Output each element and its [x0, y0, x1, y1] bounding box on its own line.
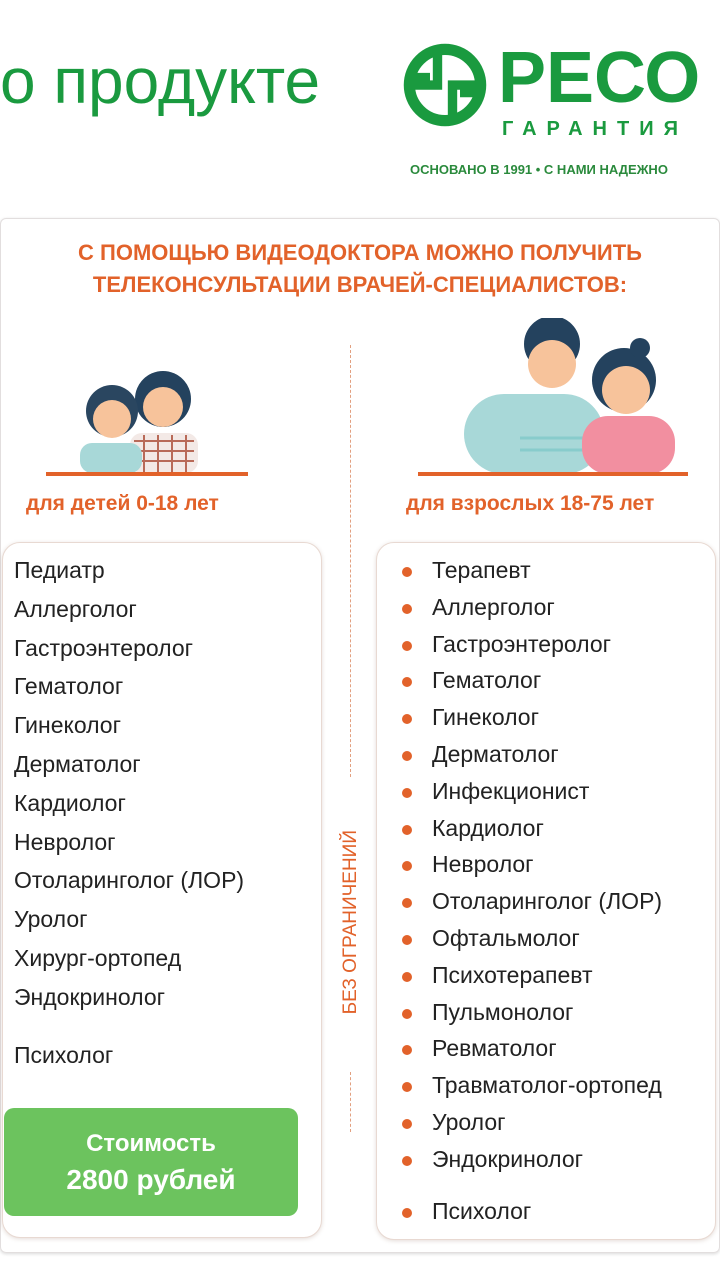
children-list-item: Кардиолог [14, 789, 126, 816]
children-illustration [80, 371, 198, 473]
divider-label: БЕЗ ОГРАНИЧЕНИЙ [340, 830, 361, 1015]
page-title: о продукте [0, 45, 321, 117]
children-list-item: Гастроэнтеролог [14, 634, 194, 661]
children-list-item: Невролог [14, 828, 116, 855]
children-list-item: Гинеколог [14, 712, 121, 739]
bullet-icon [402, 1082, 412, 1093]
adults-illustration [464, 318, 675, 474]
children-label: для детей 0-18 лет [26, 492, 219, 515]
adults-list-item: Отоларинголог (ЛОР) [432, 888, 663, 915]
headline-line-1: С ПОМОЩЬЮ ВИДЕОДОКТОРА МОЖНО ПОЛУЧИТЬ [78, 240, 642, 265]
children-list-item: Аллерголог [14, 595, 137, 622]
price-label: Стоимость [86, 1130, 216, 1157]
children-list-item: Хирург-ортопед [14, 945, 182, 971]
adults-list-item: Психолог [432, 1198, 532, 1224]
adults-list-item: Терапевт [432, 557, 531, 583]
bullet-icon [402, 603, 412, 614]
headline-line-2: ТЕЛЕКОНСУЛЬТАЦИИ ВРАЧЕЙ-СПЕЦИАЛИСТОВ: [92, 272, 628, 297]
bullet-icon [402, 677, 412, 688]
bullet-icon [402, 935, 412, 945]
adults-bar [418, 472, 688, 476]
bullet-icon [402, 824, 412, 835]
bullet-icon [402, 1008, 412, 1019]
adults-list-item: Ревматолог [432, 1035, 557, 1062]
adults-list-item: Пульмонолог [432, 998, 574, 1025]
adults-list-item: Аллерголог [432, 593, 555, 620]
adults-card [376, 542, 716, 1240]
bullet-icon [402, 640, 412, 651]
adults-list-item: Уролог [432, 1109, 506, 1135]
children-list-item: Отоларинголог (ЛОР) [14, 867, 245, 894]
bullet-icon [402, 787, 412, 798]
adults-list-item: Эндокринолог [432, 1145, 583, 1172]
adults-list-item: Гинеколог [432, 704, 539, 731]
bullet-icon [402, 898, 412, 909]
adults-list-item: Невролог [432, 851, 534, 878]
adults-list-item: Кардиолог [432, 814, 544, 841]
bullet-icon [402, 1045, 412, 1056]
reso-logo-icon [403, 43, 487, 127]
bullet-icon [402, 714, 412, 725]
bullet-icon [402, 971, 412, 982]
divider-line [350, 345, 351, 777]
children-bar [46, 472, 248, 476]
brand-tagline: ОСНОВАНО В 1991 • С НАМИ НАДЕЖНО [410, 162, 668, 177]
children-list-item: Дерматолог [14, 751, 141, 777]
adults-list-item: Офтальмолог [432, 925, 580, 951]
bullet-icon [402, 1208, 412, 1218]
adults-list-item: Гематолог [432, 667, 542, 694]
children-list-item: Психолог [14, 1042, 114, 1068]
price-button[interactable]: Стоимость 2800 рублей [4, 1108, 298, 1216]
children-list-item: Педиатр [14, 557, 105, 583]
children-list-item: Уролог [14, 906, 88, 933]
adults-list-item: Дерматолог [432, 741, 559, 767]
adults-list-item: Психотерапевт [432, 961, 593, 988]
adults-label: для взрослых 18-75 лет [406, 492, 655, 515]
bullet-icon [402, 861, 412, 872]
adults-list-item: Гастроэнтеролог [432, 630, 612, 657]
divider-line [350, 1072, 351, 1132]
bullet-icon [402, 567, 412, 577]
adults-list-item: Инфекционист [432, 777, 590, 804]
bullet-icon [402, 1119, 412, 1129]
price-value: 2800 рублей [66, 1164, 236, 1195]
children-list-item: Гематолог [14, 673, 124, 700]
brand-sub: ГАРАНТИЯ [502, 118, 688, 140]
adults-list-item: Травматолог-ортопед [432, 1072, 662, 1099]
children-list-item: Эндокринолог [14, 983, 165, 1010]
bullet-icon [402, 751, 412, 761]
bullet-icon [402, 1155, 412, 1166]
brand-name: РЕСО [498, 38, 701, 118]
